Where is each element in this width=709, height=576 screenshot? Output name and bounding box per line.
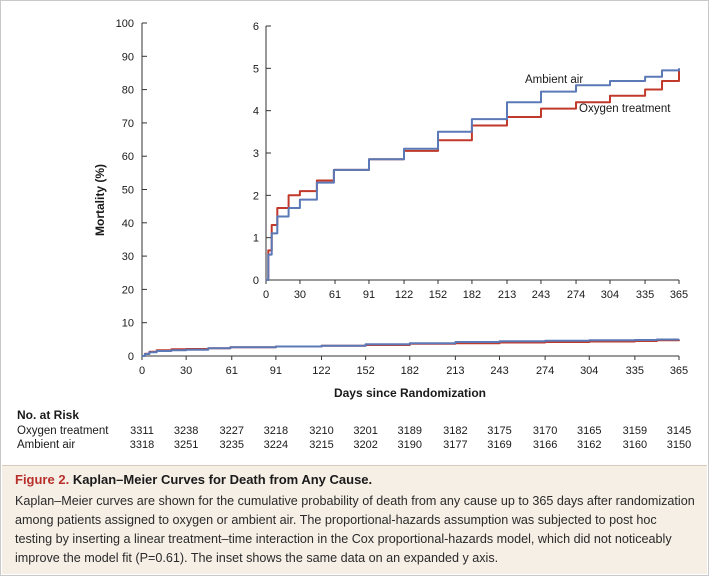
inset-x-tick-label: 335	[636, 289, 654, 301]
inset-y-tick-label: 3	[253, 148, 259, 160]
inset-x-tick-label: 61	[329, 289, 341, 301]
risk-cell: 3162	[577, 439, 601, 451]
main-series-group	[142, 338, 680, 357]
inset-x-tick-label: 304	[601, 289, 619, 301]
inset-y-tick-label: 1	[253, 233, 259, 245]
risk-cell: 3251	[174, 439, 198, 451]
main-y-tick-label: 60	[122, 151, 134, 163]
main-y-tick-label: 80	[122, 85, 134, 97]
risk-cell: 3238	[174, 425, 198, 437]
risk-table: No. at Risk Oxygen treatment Ambient air…	[17, 408, 691, 451]
risk-cell: 3170	[533, 425, 557, 437]
main-x-tick-label: 0	[139, 365, 145, 377]
risk-cell: 3224	[264, 439, 288, 451]
risk-cell: 3166	[533, 439, 557, 451]
risk-cell: 3145	[667, 425, 691, 437]
inset-series-oxygen-treatment	[266, 70, 680, 281]
risk-cell: 3190	[398, 439, 422, 451]
figure-caption: Figure 2. Kaplan–Meier Curves for Death …	[2, 465, 707, 574]
inset-x-tick-label: 30	[294, 289, 306, 301]
risk-cell: 3201	[353, 425, 377, 437]
inset-x-tick-label: 365	[670, 289, 688, 301]
legend-oxygen-treatment: Oxygen treatment	[579, 103, 671, 115]
risk-cell: 3202	[353, 439, 377, 451]
caption-title-line: Figure 2. Kaplan–Meier Curves for Death …	[15, 472, 695, 487]
risk-cell: 3175	[487, 425, 511, 437]
inset-x-tick-label: 0	[263, 289, 269, 301]
main-y-tick-label: 40	[122, 218, 134, 230]
main-x-tick-label: 182	[401, 365, 419, 377]
main-x-axis-label: Days since Randomization	[334, 386, 486, 400]
risk-cell: 3215	[309, 439, 333, 451]
main-y-tick-label: 100	[116, 18, 134, 30]
risk-cell: 3227	[220, 425, 244, 437]
main-x-tick-label: 274	[536, 365, 554, 377]
main-y-tick-label: 90	[122, 51, 134, 63]
main-series-ambient-air	[142, 338, 680, 357]
risk-cell: 3160	[623, 439, 647, 451]
main-y-tick-label: 30	[122, 251, 134, 263]
main-x-tick-label: 30	[180, 365, 192, 377]
inset-x-tick-label: 122	[395, 289, 413, 301]
main-x-tick-label: 61	[226, 365, 238, 377]
km-plot: Mortality (%) Days since Randomization 0…	[17, 18, 691, 451]
inset-x-tick-label: 274	[567, 289, 585, 301]
main-x-tick-label: 213	[446, 365, 464, 377]
risk-row-label-oxygen: Oxygen treatment	[17, 425, 109, 437]
inset-x-tick-label: 152	[429, 289, 447, 301]
inset-x-tick-label: 243	[532, 289, 550, 301]
risk-table-title: No. at Risk	[17, 408, 79, 422]
risk-cell: 3235	[220, 439, 244, 451]
inset-x-tick-label: 182	[463, 289, 481, 301]
risk-cell: 3177	[443, 439, 467, 451]
caption-body: Kaplan–Meier curves are shown for the cu…	[15, 494, 695, 565]
main-x-tick-label: 152	[356, 365, 374, 377]
main-y-tick-label: 70	[122, 118, 134, 130]
inset-y-tick-label: 0	[253, 275, 259, 287]
risk-row-label-ambient: Ambient air	[17, 439, 75, 451]
risk-cell: 3159	[623, 425, 647, 437]
main-y-tick-label: 0	[128, 351, 134, 363]
main-y-tick-label: 50	[122, 185, 134, 197]
main-chart-axes: Mortality (%) Days since Randomization 0…	[93, 18, 688, 400]
inset-y-tick-label: 2	[253, 190, 259, 202]
inset-y-tick-label: 4	[253, 106, 259, 118]
risk-cell: 3165	[577, 425, 601, 437]
inset-x-tick-label: 91	[363, 289, 375, 301]
main-x-tick-label: 335	[626, 365, 644, 377]
caption-title: Kaplan–Meier Curves for Death from Any C…	[72, 472, 373, 487]
figure-number: Figure 2.	[15, 472, 70, 487]
main-x-tick-label: 122	[312, 365, 330, 377]
main-x-tick-label: 365	[670, 365, 688, 377]
main-x-tick-label: 243	[490, 365, 508, 377]
inset-series-group	[266, 68, 680, 281]
inset-x-tick-label: 213	[498, 289, 516, 301]
main-y-tick-label: 20	[122, 284, 134, 296]
risk-cell: 3182	[443, 425, 467, 437]
risk-cell: 3218	[264, 425, 288, 437]
main-x-tick-label: 304	[580, 365, 598, 377]
inset-y-tick-label: 6	[253, 21, 259, 33]
risk-cell: 3311	[130, 425, 154, 437]
inset-chart-axes: 0 1 2 3 4 5 6 0 30 61 91 122 152 182 213 243 274 304 335 36…	[253, 21, 688, 301]
inset-series-ambient-air	[266, 68, 680, 281]
risk-cell: 3169	[487, 439, 511, 451]
risk-cell: 3210	[309, 425, 333, 437]
main-y-tick-label: 10	[122, 318, 134, 330]
inset-y-tick-label: 5	[253, 63, 259, 75]
risk-cell: 3150	[667, 439, 691, 451]
risk-cell: 3189	[398, 425, 422, 437]
legend-ambient-air: Ambient air	[525, 74, 583, 86]
risk-cell: 3318	[130, 439, 154, 451]
main-y-axis-label: Mortality (%)	[93, 164, 107, 236]
main-x-tick-label: 91	[270, 365, 282, 377]
